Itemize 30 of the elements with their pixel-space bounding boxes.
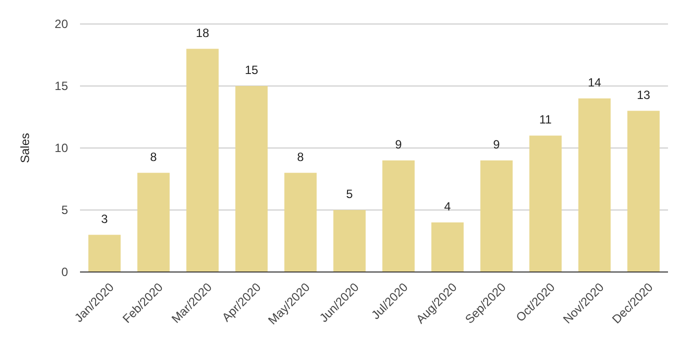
bar — [382, 160, 415, 272]
bar — [284, 172, 317, 272]
bar — [480, 160, 513, 272]
data-label: 8 — [297, 150, 304, 164]
data-label: 5 — [346, 187, 354, 201]
bar — [186, 48, 219, 272]
bar — [333, 210, 366, 272]
y-tick-label: 10 — [54, 141, 68, 156]
bar — [431, 222, 464, 272]
bar — [137, 172, 170, 272]
y-tick-label: 20 — [54, 17, 68, 32]
data-label: 8 — [150, 150, 158, 164]
data-label: 15 — [244, 63, 258, 77]
data-label: 14 — [588, 75, 602, 90]
bar — [627, 110, 660, 272]
data-label: 18 — [196, 26, 210, 40]
bar — [88, 234, 121, 272]
data-label: 9 — [493, 137, 500, 152]
y-tick-label: 0 — [61, 265, 68, 280]
y-tick-label: 15 — [54, 79, 68, 94]
data-label: 11 — [539, 112, 552, 127]
bar — [235, 86, 268, 272]
data-label: 4 — [444, 199, 452, 214]
y-axis-title: Sales — [18, 132, 32, 164]
data-label: 9 — [395, 137, 402, 152]
bar — [529, 136, 562, 272]
bar — [578, 98, 611, 272]
data-label: 3 — [101, 212, 108, 226]
data-label: 13 — [636, 88, 650, 102]
y-tick-label: 5 — [61, 203, 68, 218]
